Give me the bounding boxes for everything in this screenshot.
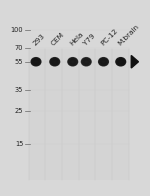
FancyBboxPatch shape (28, 49, 129, 180)
Ellipse shape (34, 60, 38, 64)
Text: 15: 15 (15, 141, 23, 147)
Ellipse shape (100, 59, 107, 65)
Ellipse shape (32, 59, 40, 65)
Text: 70: 70 (15, 45, 23, 51)
Ellipse shape (69, 59, 76, 65)
Ellipse shape (31, 58, 41, 66)
Ellipse shape (118, 60, 123, 64)
Text: PC-12: PC-12 (99, 28, 119, 47)
Ellipse shape (117, 59, 124, 65)
Text: Y79: Y79 (82, 33, 96, 47)
Ellipse shape (101, 60, 106, 64)
Ellipse shape (116, 58, 126, 66)
Ellipse shape (99, 58, 108, 66)
Ellipse shape (81, 58, 91, 66)
Text: M.brain: M.brain (117, 24, 140, 47)
Text: 35: 35 (15, 87, 23, 93)
Text: 25: 25 (15, 108, 23, 114)
Ellipse shape (52, 60, 57, 64)
Ellipse shape (50, 58, 60, 66)
Ellipse shape (68, 58, 78, 66)
Text: Hela: Hela (69, 31, 84, 47)
Ellipse shape (51, 59, 58, 65)
Text: 293: 293 (32, 33, 46, 47)
Text: 55: 55 (15, 59, 23, 65)
Ellipse shape (84, 60, 89, 64)
Text: CEM: CEM (51, 32, 66, 47)
Ellipse shape (83, 59, 90, 65)
Ellipse shape (70, 60, 75, 64)
Text: 100: 100 (11, 27, 23, 33)
Polygon shape (131, 55, 138, 68)
